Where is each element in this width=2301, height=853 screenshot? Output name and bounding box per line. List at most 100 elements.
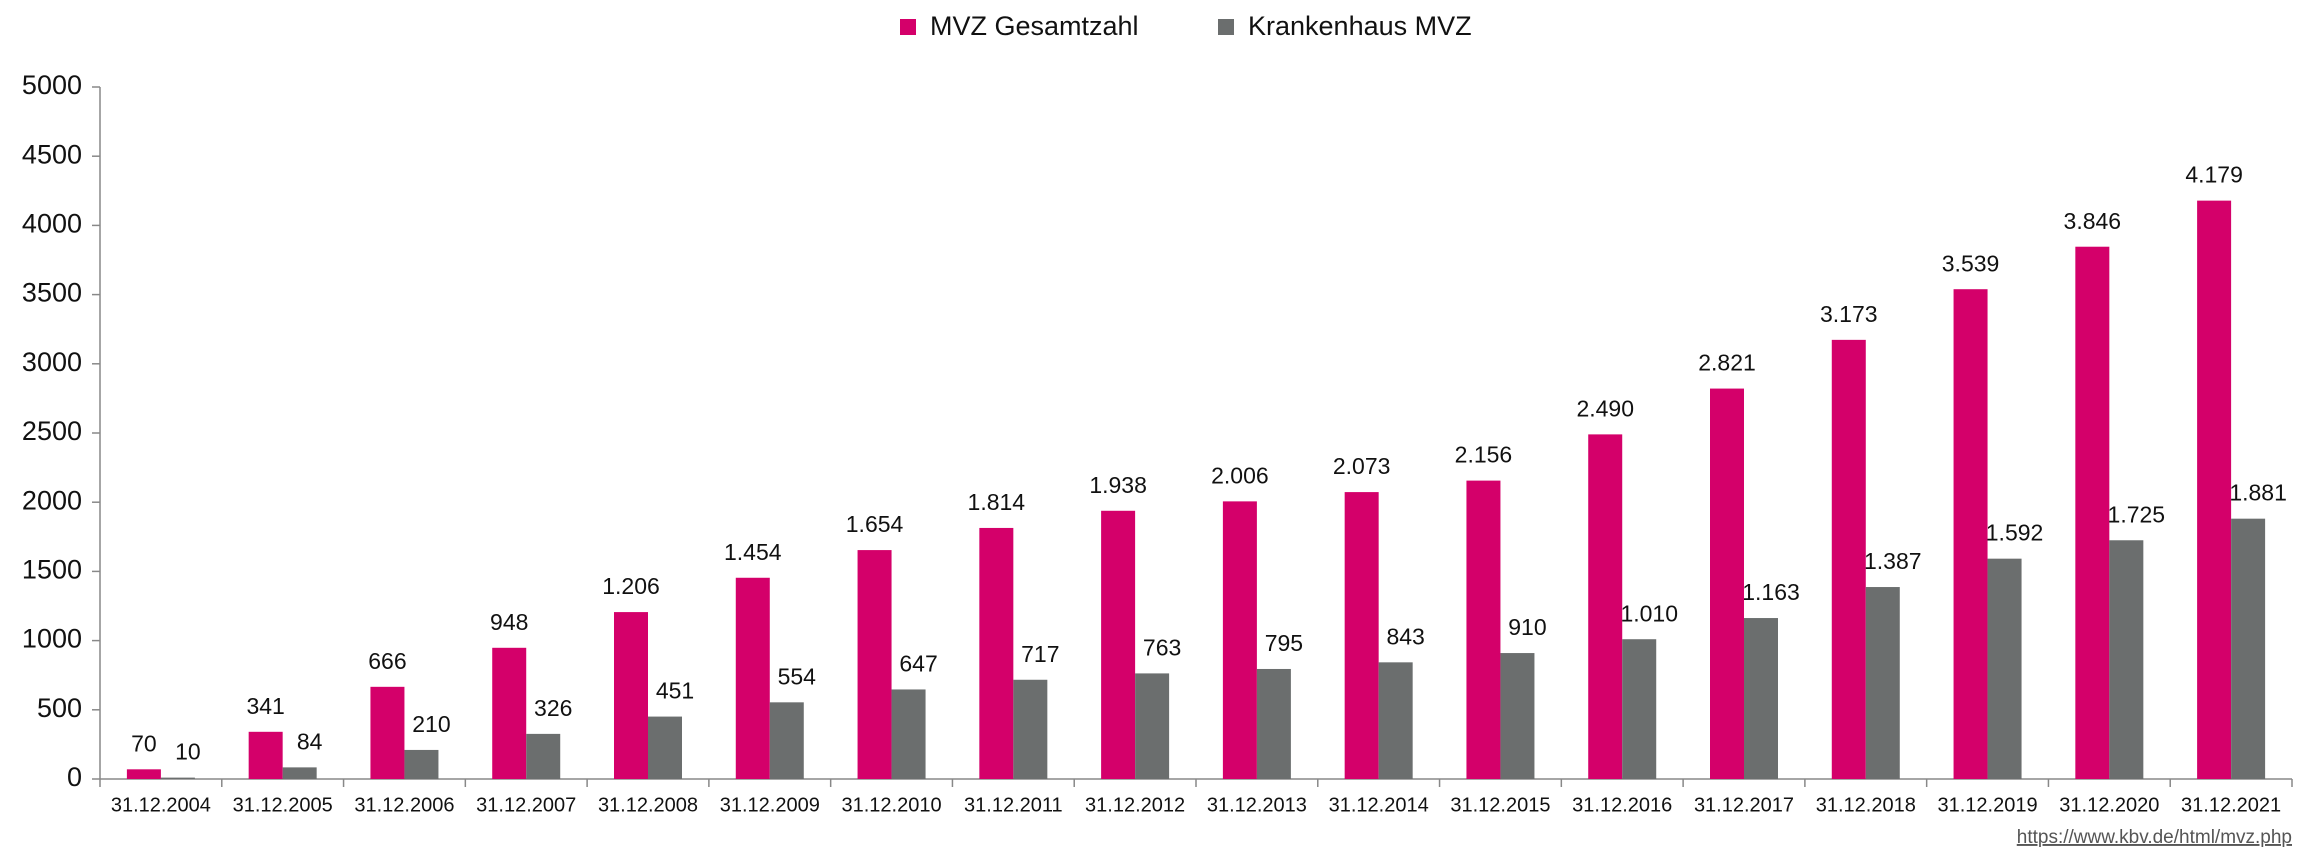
x-tick-label: 31.12.2012 [1085,794,1185,816]
bar [891,689,926,779]
x-tick-label: 31.12.2006 [354,794,454,816]
data-label: 2.073 [1333,453,1391,479]
data-label: 843 [1386,623,1424,649]
data-label: 910 [1508,614,1546,640]
y-tick-label: 500 [37,693,82,723]
y-tick-label: 5000 [22,70,82,100]
bar [1101,510,1136,779]
data-label: 1.010 [1620,600,1678,626]
x-tick-label: 31.12.2015 [1450,794,1550,816]
x-tick-label: 31.12.2011 [964,794,1063,816]
data-label: 1.592 [1986,520,2044,546]
y-tick-label: 2500 [22,416,82,446]
bar [1466,480,1501,779]
data-label: 1.938 [1089,472,1147,498]
bar [126,769,161,779]
bar [735,577,770,779]
data-label: 341 [246,693,284,719]
data-label: 948 [490,609,528,635]
data-label: 1.163 [1742,579,1800,605]
data-label: 763 [1143,634,1181,660]
bar [404,749,439,779]
data-label: 1.387 [1864,548,1922,574]
x-tick-label: 31.12.2010 [842,794,942,816]
data-label: 4.179 [2185,162,2243,188]
data-label: 1.881 [2229,480,2287,506]
legend-label: MVZ Gesamtzahl [930,11,1139,41]
bar [248,731,283,779]
data-label: 717 [1021,641,1059,667]
bar [1135,673,1170,779]
data-label: 2.821 [1698,350,1756,376]
data-label: 1.725 [2108,501,2166,527]
bar [1013,679,1048,779]
x-tick-label: 31.12.2007 [476,794,576,816]
data-label: 3.173 [1820,301,1878,327]
y-tick-label: 2000 [22,485,82,515]
x-tick-label: 31.12.2021 [2181,794,2281,816]
data-label: 1.814 [968,489,1026,515]
bar [769,702,804,779]
data-label: 647 [899,651,937,677]
bar [370,686,405,779]
x-tick-label: 31.12.2008 [598,794,698,816]
y-tick-label: 0 [67,762,82,792]
bar [1256,668,1291,779]
bar [2231,518,2266,779]
legend-swatch [1218,19,1234,35]
data-label: 10 [175,739,201,765]
data-label: 1.454 [724,539,782,565]
y-tick-label: 3000 [22,347,82,377]
x-tick-label: 31.12.2009 [720,794,820,816]
data-label: 3.539 [1942,250,2000,276]
bar [526,733,561,779]
bar [1500,653,1535,779]
data-label: 3.846 [2064,208,2122,234]
data-label: 554 [778,663,817,689]
x-tick-label: 31.12.2013 [1207,794,1307,816]
bar [1622,639,1657,779]
data-label: 795 [1265,630,1303,656]
bar [2075,246,2110,779]
bar [614,612,648,779]
data-label: 84 [297,728,323,754]
bar [1378,662,1413,779]
bar [2109,540,2144,779]
bar [1222,501,1257,779]
data-label: 666 [368,648,406,674]
data-label: 451 [656,678,694,704]
y-tick-label: 1500 [22,555,82,585]
y-tick-label: 1000 [22,624,82,654]
x-tick-label: 31.12.2016 [1572,794,1672,816]
source-link[interactable]: https://www.kbv.de/html/mvz.php [2017,827,2292,848]
x-tick-label: 31.12.2020 [2059,794,2159,816]
bar [160,777,195,779]
bar [1831,339,1866,779]
x-tick-label: 31.12.2004 [111,794,211,816]
data-label: 70 [131,730,157,756]
bar [1953,289,1988,779]
data-label: 1.206 [602,573,660,599]
x-tick-label: 31.12.2019 [1938,794,2038,816]
bar [2197,200,2232,779]
data-label: 210 [412,711,450,737]
y-tick-label: 4000 [22,209,82,239]
bar [1344,492,1379,779]
bar [1987,558,2022,779]
y-tick-label: 3500 [22,278,82,308]
x-tick-label: 31.12.2014 [1329,794,1429,816]
data-label: 2.156 [1455,442,1513,468]
x-tick-label: 31.12.2005 [233,794,333,816]
data-label: 2.490 [1576,395,1634,421]
bar [648,716,682,779]
bar [492,647,527,779]
x-tick-label: 31.12.2017 [1694,794,1794,816]
bar [282,767,317,779]
bar [1710,388,1744,779]
data-label: 326 [534,695,572,721]
bar [857,550,892,779]
x-tick-label: 31.12.2018 [1816,794,1916,816]
bar [1744,618,1778,779]
legend-swatch [900,19,916,35]
data-label: 2.006 [1211,462,1269,488]
